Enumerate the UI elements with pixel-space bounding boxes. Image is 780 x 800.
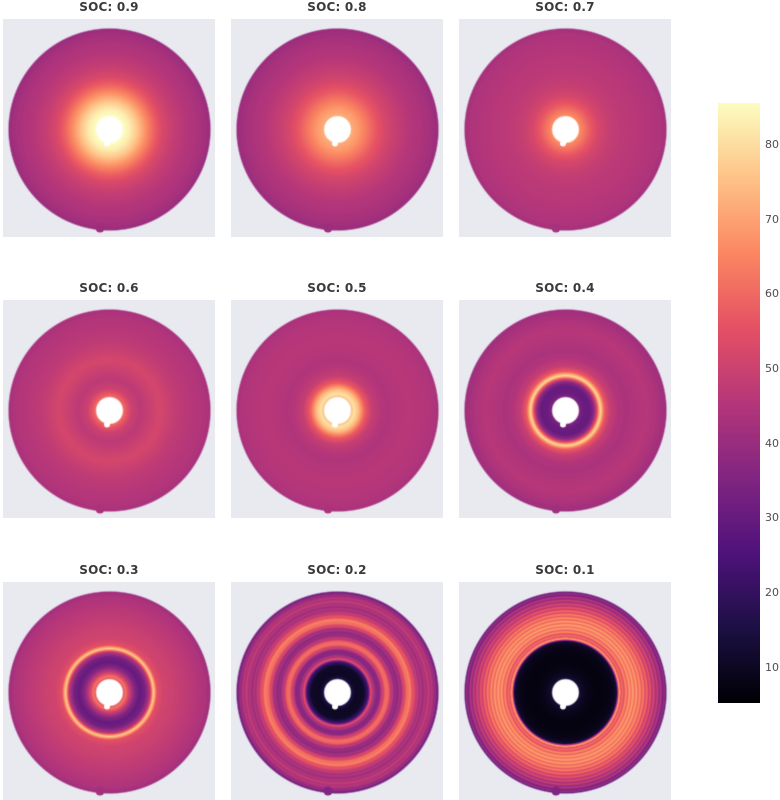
- polar-heatmap-canvas: [231, 300, 443, 518]
- polar-heatmap-canvas: [3, 582, 215, 800]
- polar-heatmap-canvas: [459, 19, 671, 237]
- polar-heatmap-canvas: [459, 582, 671, 800]
- colorbar-tick-label: 80: [765, 138, 779, 151]
- subplot-cell: SOC: 0.4: [459, 281, 671, 518]
- subplot-title: SOC: 0.9: [79, 0, 139, 14]
- subplot-title: SOC: 0.3: [79, 563, 139, 577]
- subplot-title: SOC: 0.7: [535, 0, 595, 14]
- polar-heatmap-canvas: [231, 19, 443, 237]
- colorbar-tick-label: 20: [765, 586, 779, 599]
- subplot-cell: SOC: 0.9: [3, 0, 215, 237]
- polar-heatmap-canvas: [3, 300, 215, 518]
- subplot-title: SOC: 0.5: [307, 281, 367, 295]
- subplot-title: SOC: 0.1: [535, 563, 595, 577]
- polar-heatmap-canvas: [459, 300, 671, 518]
- subplot-title: SOC: 0.2: [307, 563, 367, 577]
- colorbar-tick-label: 70: [765, 213, 779, 226]
- subplot-title: SOC: 0.4: [535, 281, 595, 295]
- polar-heatmap-canvas: [231, 582, 443, 800]
- subplot-cell: SOC: 0.2: [231, 563, 443, 800]
- colorbar-tick-label: 50: [765, 362, 779, 375]
- subplot-cell: SOC: 0.8: [231, 0, 443, 237]
- colorbar-tick-label: 10: [765, 661, 779, 674]
- subplot-cell: SOC: 0.7: [459, 0, 671, 237]
- subplot-cell: SOC: 0.6: [3, 281, 215, 518]
- polar-heatmap-canvas: [3, 19, 215, 237]
- colorbar-gradient-canvas: [718, 103, 760, 703]
- subplot-title: SOC: 0.6: [79, 281, 139, 295]
- subplot-cell: SOC: 0.1: [459, 563, 671, 800]
- colorbar-tick-label: 40: [765, 437, 779, 450]
- colorbar: 80 70 60 50 40 30 20 10: [718, 103, 780, 703]
- colorbar-tick-label: 30: [765, 511, 779, 524]
- colorbar-tick-label: 60: [765, 287, 779, 300]
- subplot-cell: SOC: 0.3: [3, 563, 215, 800]
- subplot-title: SOC: 0.8: [307, 0, 367, 14]
- subplot-cell: SOC: 0.5: [231, 281, 443, 518]
